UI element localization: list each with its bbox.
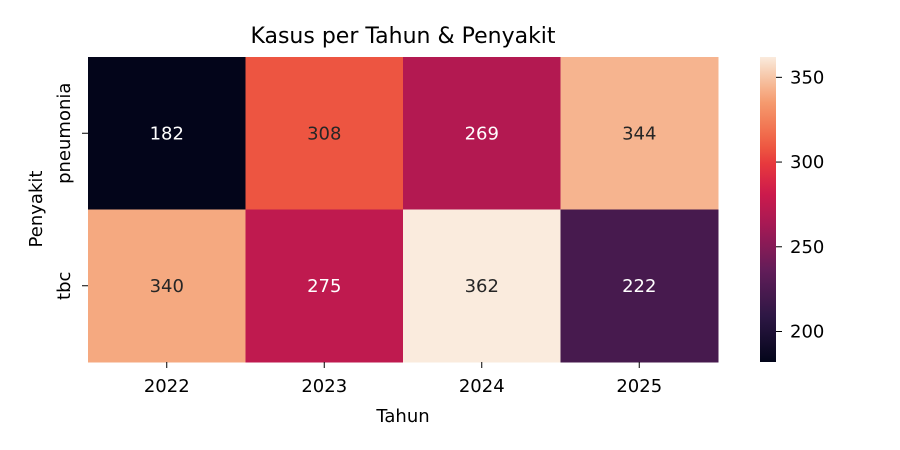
cell-value-label: 344 <box>622 123 656 144</box>
chart-title: Kasus per Tahun & Penyakit <box>250 24 555 49</box>
cell-value-label: 362 <box>465 276 499 297</box>
cell-value-label: 340 <box>150 276 184 297</box>
colorbar-gradient <box>760 57 776 362</box>
x-axis-label: Tahun <box>375 406 429 427</box>
cell-value-label: 222 <box>622 276 656 297</box>
heatmap-cell <box>245 57 404 210</box>
colorbar: 200 250 300 350 <box>760 57 824 362</box>
heatmap-cell <box>403 209 561 363</box>
y-tick-label: pneumonia <box>54 83 75 184</box>
heatmap-cell <box>245 209 404 363</box>
x-axis: 2022 2023 2024 2025 <box>144 362 662 397</box>
x-tick-label: 2023 <box>301 376 347 397</box>
heatmap-cell <box>560 209 719 363</box>
y-axis-label: Penyakit <box>26 171 47 248</box>
heatmap-cell <box>88 57 246 210</box>
colorbar-tick-label: 350 <box>790 67 824 88</box>
heatmap-cell <box>560 57 719 210</box>
cell-value-label: 269 <box>465 123 499 144</box>
cell-value-label: 308 <box>307 123 341 144</box>
y-axis: pneumonia tbc <box>54 83 88 300</box>
heatmap-cell <box>403 57 561 210</box>
y-tick-label: tbc <box>54 272 75 300</box>
cell-value-label: 182 <box>150 123 184 144</box>
cell-value-label: 275 <box>307 276 341 297</box>
heatmap-cells: 182 308 269 344 340 275 362 222 <box>88 57 719 363</box>
heatmap-cell <box>88 209 246 363</box>
x-tick-label: 2024 <box>459 376 505 397</box>
x-tick-label: 2025 <box>616 376 662 397</box>
x-tick-label: 2022 <box>144 376 190 397</box>
colorbar-tick-label: 200 <box>790 322 824 343</box>
colorbar-tick-label: 250 <box>790 237 824 258</box>
colorbar-tick-label: 300 <box>790 152 824 173</box>
